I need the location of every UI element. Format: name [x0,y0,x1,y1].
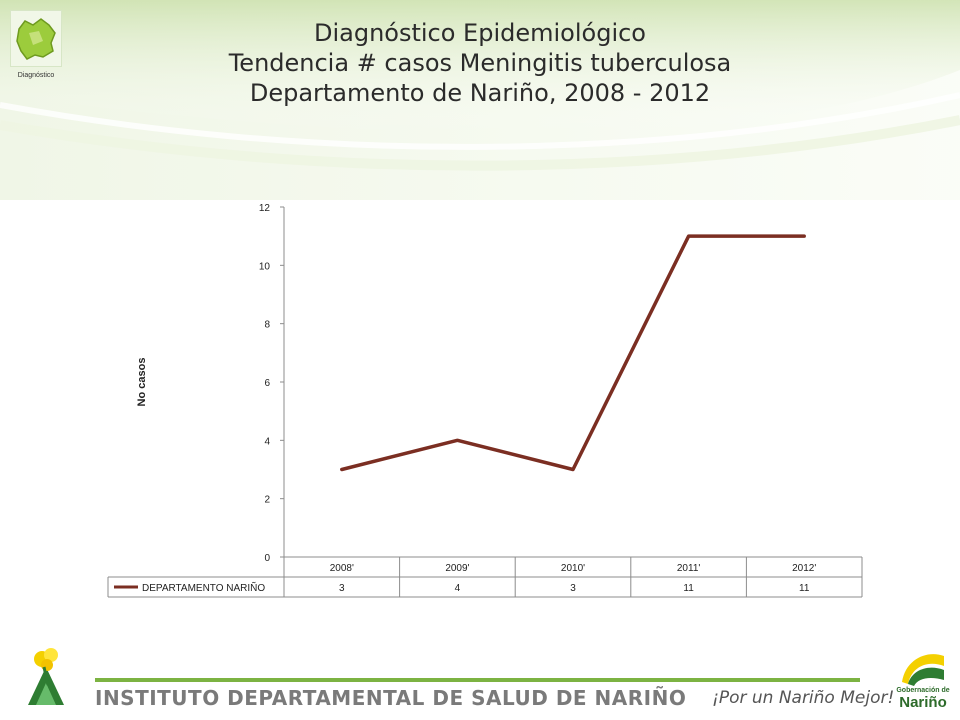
institute-name: INSTITUTO DEPARTAMENTAL DE SALUD DE NARI… [95,686,687,710]
map-icon [16,18,56,60]
table-value-cell: 3 [339,583,345,594]
title-line-3: Departamento de Nariño, 2008 - 2012 [249,79,711,107]
footer-divider [95,678,860,682]
data-point [688,235,690,237]
logo-caption: Diagnóstico [17,72,55,79]
x-category-label: 2008' [330,563,354,574]
x-category-label: 2012' [792,563,816,574]
y-tick-label: 10 [259,261,271,272]
series-line-departamento-narino [340,234,806,472]
data-point [803,235,805,237]
y-tick-label: 8 [264,320,270,331]
flower-logo-icon [28,648,64,705]
y-tick-label: 0 [264,553,270,564]
data-point [456,439,458,441]
y-tick-label: 2 [264,495,270,506]
gobernacion-flag-icon [902,654,944,686]
gobernacion-label: Gobernación de [896,687,950,694]
header-background [0,0,960,200]
gobernacion-name: Nariño [899,694,947,711]
title-line-2: Tendencia # casos Meningitis tuberculosa [228,49,732,77]
table-value-cell: 3 [570,583,576,594]
data-point [341,469,343,470]
nariño-map-logo [10,10,62,67]
y-tick-label: 4 [264,436,270,447]
y-tick-label: 12 [259,203,271,214]
table-value-cell: 4 [455,583,461,594]
legend-series-name: DEPARTAMENTO NARIÑO [142,581,265,594]
page-title: Diagnóstico Epidemiológico Tendencia # c… [110,18,850,108]
slogan: ¡Por un Nariño Mejor! [712,688,895,708]
x-category-label: 2009' [445,563,469,574]
y-axis-label: No casos [136,358,148,407]
table-value-cell: 11 [683,583,694,594]
table-value-cell: 11 [799,583,810,594]
y-tick-label: 6 [264,378,270,389]
data-point [572,469,574,470]
title-line-1: Diagnóstico Epidemiológico [313,19,646,47]
x-category-label: 2011' [677,563,701,574]
x-category-label: 2010' [561,563,585,574]
